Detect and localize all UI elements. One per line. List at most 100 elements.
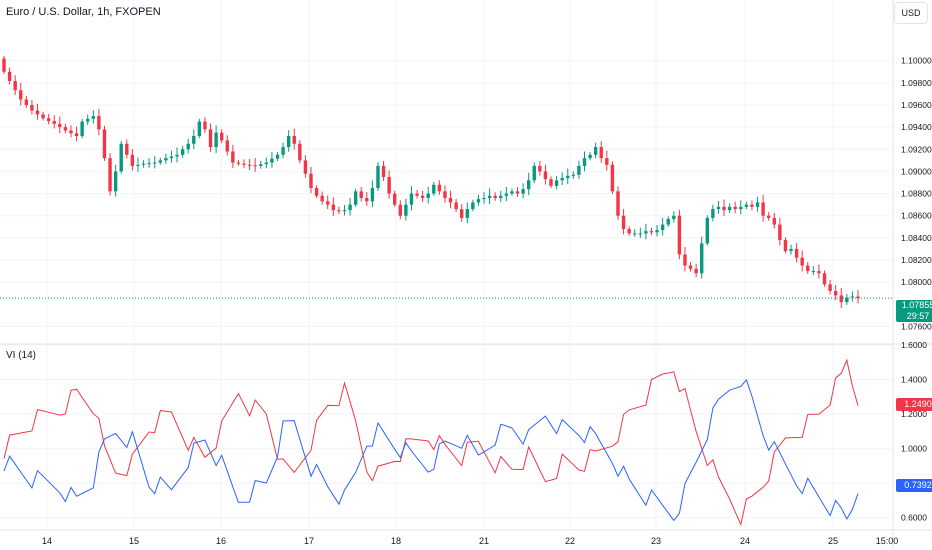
candle [208, 123, 213, 152]
candle [203, 117, 207, 133]
candle-body [214, 132, 218, 148]
candle-body [225, 140, 229, 152]
candle [86, 114, 90, 126]
vi-axis-label: 1.4000 [901, 375, 927, 385]
candle [141, 160, 146, 168]
price-axis-label: 1.08200 [901, 255, 932, 265]
candle [588, 152, 592, 161]
candle [705, 215, 709, 246]
candle-body [331, 204, 336, 211]
price-axis-label: 1.08600 [901, 211, 932, 221]
candle [694, 263, 698, 278]
candle [789, 244, 793, 255]
candle [320, 191, 324, 205]
candle [214, 125, 218, 154]
candle [175, 147, 179, 163]
candle [74, 126, 79, 142]
candle-body [839, 295, 843, 303]
candle-body [487, 195, 492, 198]
candle-body [409, 193, 414, 205]
candle [811, 265, 816, 276]
vi-axis-label: 1.2000 [901, 409, 927, 419]
candle [415, 190, 419, 199]
candle [387, 170, 391, 199]
time-axis-label: 18 [391, 536, 401, 546]
indicator-label[interactable]: VI (14) [6, 350, 37, 361]
candle-body [448, 197, 453, 203]
candle [331, 197, 336, 217]
candle-body [437, 184, 442, 192]
candle [822, 270, 827, 287]
candle-body [655, 230, 659, 233]
candle-body [46, 118, 51, 122]
candle [448, 190, 453, 209]
price-axis-label: 1.08000 [901, 277, 932, 287]
candle [794, 243, 799, 263]
candle [487, 188, 492, 204]
candle-body [633, 233, 637, 235]
candle-body [58, 123, 62, 128]
candle [91, 110, 96, 124]
candle [856, 289, 860, 304]
candle [97, 108, 101, 136]
candle [783, 237, 788, 254]
candle [292, 128, 296, 150]
candle [733, 201, 737, 214]
time-axis-label: 25 [828, 536, 838, 546]
candle-body [566, 175, 570, 179]
candle [253, 157, 257, 172]
candle-body [314, 188, 319, 196]
candle-body [666, 219, 670, 225]
candle-body [711, 209, 715, 218]
candle [755, 196, 760, 212]
candle-body [119, 143, 123, 172]
candle-body [169, 156, 174, 159]
candle [766, 212, 771, 221]
candle-body [554, 180, 559, 186]
time-axis-label: 16 [216, 536, 226, 546]
candle [839, 287, 843, 308]
candle-body [231, 151, 235, 163]
candle [158, 157, 162, 165]
candle-body [275, 154, 280, 159]
candle-body [811, 271, 816, 273]
time-axis-label: 23 [651, 536, 661, 546]
candle-body [404, 204, 408, 216]
candle-body [471, 202, 475, 210]
candle-body [13, 81, 17, 91]
candle [113, 164, 118, 197]
last-price-tag: 1.07855 29:57 [896, 300, 932, 322]
candle [41, 111, 45, 121]
candle [627, 226, 631, 236]
candle [281, 142, 285, 159]
candle-body [627, 228, 631, 234]
candle [437, 180, 442, 195]
candle-body [309, 173, 313, 189]
candle [236, 159, 241, 166]
candle-body [136, 164, 140, 166]
candle-body [97, 116, 101, 130]
candle-body [203, 121, 207, 130]
candle [633, 229, 637, 237]
candle [465, 202, 469, 224]
candle [638, 227, 643, 239]
candle [393, 190, 397, 207]
candle [521, 183, 525, 199]
candle-body [69, 130, 73, 134]
candle-body [337, 210, 341, 212]
candle-body [247, 164, 252, 166]
currency-button[interactable]: USD [894, 2, 928, 24]
chart-title: Euro / U.S. Dollar, 1h, FXOPEN [6, 6, 161, 18]
candle-body [420, 195, 425, 198]
candle-body [41, 114, 45, 119]
candle-body [755, 202, 760, 207]
candle-body [130, 154, 135, 166]
candle [744, 201, 749, 210]
candle [471, 199, 475, 212]
candle [309, 167, 313, 194]
candle [119, 140, 123, 174]
candle-body [822, 273, 827, 285]
candle [459, 203, 464, 222]
candle-body [750, 204, 754, 207]
